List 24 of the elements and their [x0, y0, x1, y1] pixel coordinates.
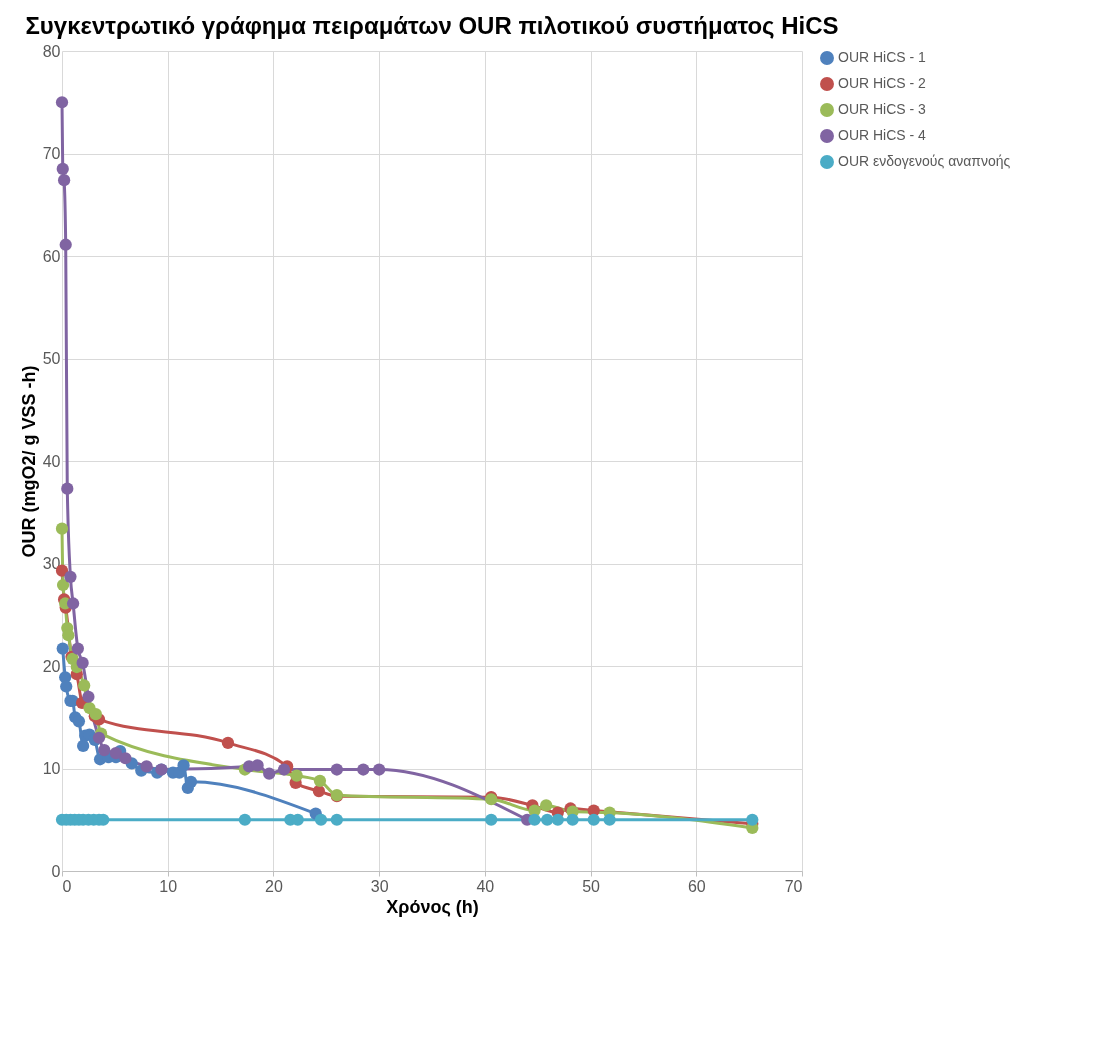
x-tick-label: 60	[687, 877, 706, 895]
y-tick-label: 80	[42, 42, 61, 60]
y-tick-label: 50	[42, 350, 61, 367]
y-tick-label: 20	[42, 657, 61, 675]
y-tick-label: 70	[42, 145, 61, 162]
legend-label: OUR HiCS - 3	[838, 101, 927, 117]
x-tick-label: 10	[159, 877, 178, 895]
x-tick-label: 50	[582, 877, 601, 895]
x-tick-label: 30	[370, 877, 389, 895]
x-tick-label: 40	[476, 877, 495, 895]
x-axis-title: Χρόνος (h)	[386, 896, 479, 917]
y-tick-label: 40	[42, 452, 61, 470]
chart-title: Συγκεντρωτικό γράφημα πειραμάτων OUR πιλοτικού συστήματος HiCS	[25, 12, 839, 39]
x-tick-label: 20	[265, 877, 283, 895]
y-tick-label: 0	[51, 862, 61, 880]
legend-label: OUR HiCS - 2	[838, 75, 927, 91]
y-tick-label: 60	[42, 247, 61, 265]
y-axis-title: OUR (mgO2/ g VSS -h)	[18, 365, 39, 558]
x-tick-label: 70	[784, 877, 803, 895]
legend-label: OUR HiCS - 1	[838, 49, 927, 65]
x-tick-label: 0	[62, 877, 72, 895]
legend-label: OUR HiCS - 4	[838, 127, 927, 143]
y-tick-label: 10	[42, 760, 61, 777]
legend-label: OUR ενδογενούς αναπνοής	[838, 153, 1011, 169]
